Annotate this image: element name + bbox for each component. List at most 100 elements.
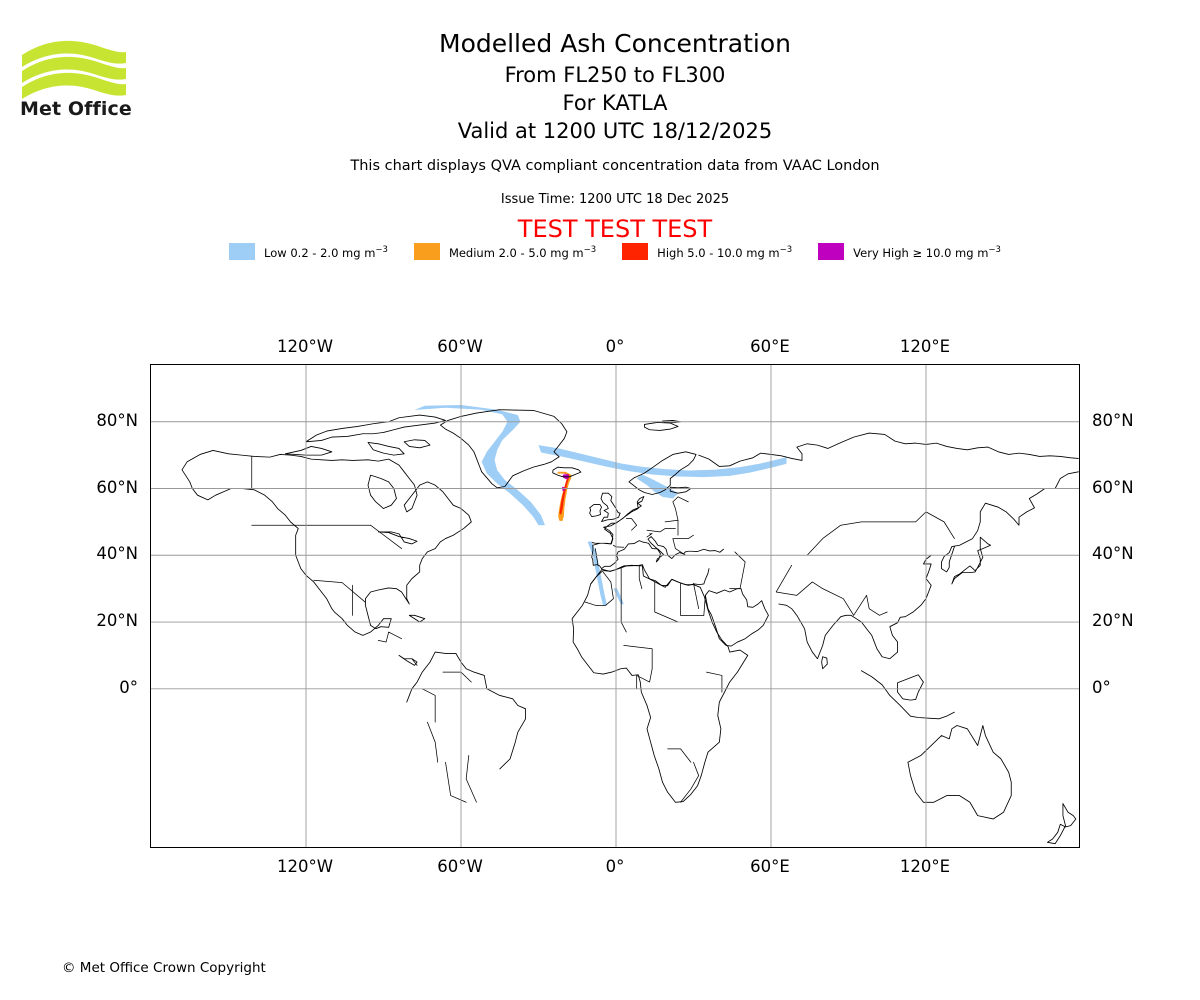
- lat-tick-label-left: 0°: [119, 677, 138, 697]
- country-border: [625, 518, 638, 531]
- coastline: [821, 656, 828, 670]
- volcano-name: For KATLA: [562, 91, 668, 115]
- logo-wordmark: Met Office: [20, 98, 132, 117]
- coastline: [284, 446, 333, 456]
- ash-concentration-map: [150, 364, 1080, 848]
- coastline: [403, 439, 431, 449]
- country-border: [853, 594, 888, 616]
- graticule-layer: [151, 365, 1079, 847]
- country-border: [377, 631, 402, 643]
- coastline: [398, 654, 418, 666]
- flight-level-range: From FL250 to FL300: [504, 63, 726, 87]
- country-border: [427, 721, 439, 763]
- coastline: [698, 432, 1079, 467]
- lat-tick-label-right: 0°: [1092, 677, 1111, 697]
- country-border: [703, 594, 706, 616]
- coastline: [600, 492, 621, 522]
- qva-note: This chart displays QVA compliant concen…: [350, 158, 880, 174]
- coastline: [941, 471, 1079, 573]
- legend-label-very-high: Very High ≥ 10.0 mg m−3: [853, 245, 1001, 260]
- country-border: [584, 571, 614, 606]
- coastline: [552, 466, 582, 478]
- coastline: [860, 670, 955, 720]
- lat-tick-label-right: 80°N: [1092, 410, 1134, 430]
- page-title: Modelled Ash Concentration: [439, 29, 791, 58]
- coastline: [305, 414, 446, 443]
- country-border: [465, 755, 477, 803]
- lon-tick-label-bottom: 0°: [605, 857, 625, 876]
- lon-tick-label-top: 0°: [605, 337, 625, 356]
- lon-tick-label-bottom: 60°W: [437, 857, 483, 876]
- lat-tick-label-left: 60°N: [96, 477, 138, 497]
- country-border: [370, 524, 402, 549]
- lat-tick-label-right: 20°N: [1092, 611, 1134, 631]
- lat-tick-label-right: 40°N: [1092, 544, 1134, 564]
- legend-entry-medium: Medium 2.0 - 5.0 mg m−3: [413, 243, 597, 260]
- lon-tick-label-bottom: 60°E: [750, 857, 790, 876]
- country-border: [613, 544, 625, 548]
- ash-region-low: [613, 587, 624, 605]
- country-border: [672, 496, 689, 521]
- lon-tick-label-bottom: 120°E: [899, 857, 951, 876]
- country-border: [313, 579, 366, 603]
- coastline: [589, 504, 602, 517]
- legend-entry-very-high: Very High ≥ 10.0 mg m−3: [818, 243, 1001, 260]
- legend-swatch-high: [622, 243, 649, 260]
- coastline: [408, 614, 426, 623]
- country-border: [706, 671, 723, 693]
- logo-waves: [22, 40, 126, 99]
- coastline: [377, 531, 418, 545]
- coastline: [778, 554, 932, 660]
- legend-label-high: High 5.0 - 10.0 mg m−3: [657, 245, 793, 260]
- country-border: [411, 658, 418, 666]
- ash-region-low: [414, 405, 545, 526]
- legend-label-low: Low 0.2 - 2.0 mg m−3: [264, 245, 388, 260]
- lon-tick-label-top: 120°W: [276, 337, 334, 356]
- issue-time: Issue Time: 1200 UTC 18 Dec 2025: [500, 192, 730, 207]
- country-border: [775, 564, 855, 616]
- country-border: [806, 511, 955, 556]
- lat-tick-label-left: 80°N: [96, 410, 138, 430]
- country-border: [594, 548, 599, 565]
- country-border: [729, 551, 746, 590]
- country-border: [638, 564, 643, 590]
- valid-time: Valid at 1200 UTC 18/12/2025: [457, 119, 773, 143]
- coastline: [907, 725, 1012, 820]
- ash-region-high: [559, 473, 570, 515]
- country-border: [693, 582, 700, 610]
- country-border: [680, 761, 700, 803]
- lon-tick-label-top: 60°W: [437, 337, 483, 356]
- lat-tick-label-left: 40°N: [96, 544, 138, 564]
- ash-region-low: [538, 445, 787, 478]
- lon-tick-label-top: 60°E: [750, 337, 790, 356]
- test-banner: TEST TEST TEST: [517, 215, 713, 243]
- coastline: [571, 565, 749, 803]
- country-border: [623, 645, 653, 690]
- coastline: [628, 451, 697, 495]
- legend-swatch-medium: [413, 243, 440, 260]
- country-border: [664, 519, 679, 536]
- coastline: [669, 486, 692, 494]
- legend-entry-low: Low 0.2 - 2.0 mg m−3: [229, 243, 388, 260]
- lon-tick-label-top: 120°E: [899, 337, 951, 356]
- ash-region-low: [587, 541, 607, 606]
- coastline: [367, 474, 397, 509]
- country-border: [445, 761, 467, 803]
- lon-tick-label-bottom: 120°W: [276, 857, 334, 876]
- map-plot-frame: [150, 364, 1080, 848]
- ash-region-low: [636, 474, 678, 499]
- coastline: [439, 409, 568, 489]
- legend-swatch-very-high: [818, 243, 845, 260]
- coastline: [406, 651, 527, 770]
- ash-plume-layer: [414, 405, 787, 606]
- coastline: [590, 564, 710, 587]
- lat-tick-label-left: 20°N: [96, 611, 138, 631]
- coastline: [951, 536, 992, 585]
- country-border: [646, 533, 653, 538]
- coastline: [897, 674, 924, 701]
- legend-label-medium: Medium 2.0 - 5.0 mg m−3: [448, 245, 597, 260]
- country-border: [672, 534, 694, 556]
- coastline: [181, 450, 472, 636]
- coastline: [591, 496, 724, 570]
- concentration-legend: Low 0.2 - 2.0 mg m−3 Medium 2.0 - 5.0 mg…: [15, 243, 1200, 260]
